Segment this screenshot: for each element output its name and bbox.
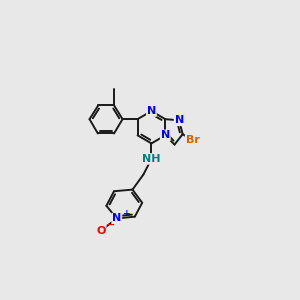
Text: +: + bbox=[123, 209, 130, 218]
Text: −: − bbox=[106, 220, 115, 230]
Text: N: N bbox=[161, 130, 170, 140]
Text: N: N bbox=[147, 106, 156, 116]
Text: N: N bbox=[112, 214, 122, 224]
Text: O: O bbox=[96, 226, 106, 236]
Text: Br: Br bbox=[186, 135, 200, 146]
Text: NH: NH bbox=[142, 154, 161, 164]
Text: N: N bbox=[175, 115, 184, 125]
